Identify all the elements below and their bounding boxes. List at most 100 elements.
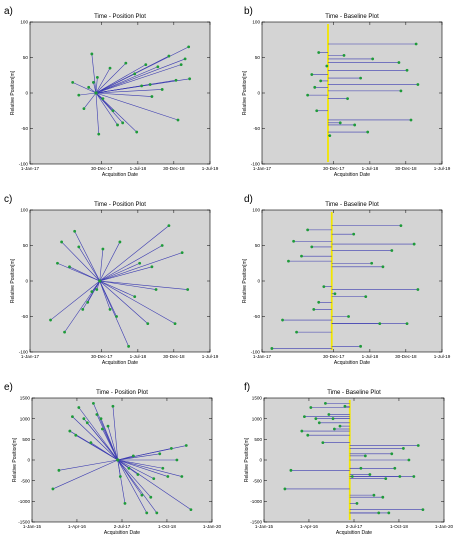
plot-area: [261, 209, 443, 353]
data-point: [136, 473, 140, 476]
data-point: [144, 63, 148, 66]
data-point: [186, 288, 190, 291]
data-point: [82, 107, 86, 111]
data-point: [90, 290, 94, 294]
data-point: [381, 265, 385, 269]
data-point: [152, 477, 156, 480]
data-point: [99, 417, 103, 421]
data-point: [309, 406, 313, 409]
x-tick-label: 1-Apr-16: [300, 524, 318, 529]
data-point: [319, 79, 323, 83]
master-point: [116, 458, 120, 462]
x-tick-label: 1-Jul-18: [362, 166, 379, 171]
data-point: [281, 318, 284, 322]
panel-1: a) Time - Position Plot -100 -50 0 50 100 1-Jan…: [4, 6, 219, 178]
data-point: [183, 57, 187, 61]
baseline-link: [58, 459, 118, 471]
y-tick-label: -100: [19, 350, 29, 355]
data-point: [108, 66, 112, 70]
data-point: [381, 495, 385, 499]
y-tick-label: -50: [253, 314, 260, 319]
baseline-link: [107, 426, 119, 461]
data-point: [338, 121, 342, 125]
y-axis-label: Relative Position[m]: [242, 70, 248, 115]
baseline-link: [61, 241, 100, 282]
data-point: [378, 322, 382, 325]
data-point: [306, 228, 310, 232]
x-tick-label: 1-Jan-15: [255, 524, 274, 529]
panel-letter: f): [244, 382, 250, 393]
y-tick-label: 100: [20, 20, 28, 25]
data-point: [322, 285, 326, 289]
data-point: [363, 454, 367, 458]
y-axis-label: Relative Position[m]: [10, 258, 16, 303]
data-point: [140, 493, 144, 497]
data-point: [416, 444, 420, 447]
baseline-link: [99, 280, 148, 324]
y-tick-label: 500: [254, 437, 262, 442]
x-tick-label: 1-Jan-17: [253, 354, 272, 359]
y-tick-label: 0: [27, 458, 30, 463]
data-point: [399, 89, 403, 93]
data-point: [77, 406, 81, 409]
data-point: [387, 511, 391, 515]
data-point: [409, 118, 413, 122]
data-point: [121, 121, 125, 125]
x-axis-label: Acquisition Date: [336, 530, 372, 536]
y-tick-label: 100: [252, 20, 260, 25]
panel-title: Time - Baseline Plot: [325, 14, 379, 20]
baseline-link: [99, 280, 111, 310]
baseline-link: [95, 77, 98, 94]
x-tick-label: 1-Oct-18: [158, 524, 176, 529]
data-point: [101, 247, 105, 251]
baseline-link: [95, 68, 111, 94]
y-tick-label: 1500: [20, 396, 31, 401]
data-point: [68, 265, 71, 269]
data-point: [89, 441, 93, 445]
baseline-link: [99, 280, 176, 324]
data-point: [138, 261, 142, 265]
y-tick-label: 500: [22, 437, 30, 442]
data-point: [158, 452, 162, 456]
x-tick-label: 1-Jan-17: [21, 354, 40, 359]
baseline-link: [99, 245, 163, 282]
panel-title: Time - Baseline Plot: [325, 202, 379, 208]
y-tick-label: -500: [21, 478, 31, 483]
panel-letter: c): [4, 194, 12, 205]
y-tick-label: -1000: [250, 499, 262, 504]
data-point: [106, 424, 110, 428]
data-point: [101, 97, 105, 101]
baseline-link: [95, 92, 118, 126]
x-tick-label: 1-Oct-18: [390, 524, 408, 529]
x-tick-label: 1-Jan-20: [203, 524, 222, 529]
baseline-link: [91, 53, 97, 94]
baseline-link: [95, 64, 146, 94]
y-tick-label: 100: [20, 208, 28, 213]
x-tick-label: 2-Jul-17: [114, 524, 131, 529]
baseline-link: [57, 262, 100, 282]
data-point: [346, 97, 349, 101]
data-point: [368, 473, 372, 476]
data-point: [390, 452, 394, 456]
baseline-link: [78, 407, 119, 461]
baseline-link: [72, 416, 118, 461]
baseline-link: [117, 445, 187, 461]
data-point: [133, 295, 137, 299]
panel-6: f) Time - Baseline Plot -1500 -1000 -500 0 500…: [244, 382, 454, 536]
data-point: [123, 502, 127, 505]
y-tick-label: -100: [251, 350, 261, 355]
baseline-link: [117, 453, 160, 461]
baseline-link: [78, 92, 97, 96]
data-point: [315, 109, 319, 113]
y-tick-label: 1000: [20, 416, 31, 421]
x-tick-label: 1-Jul-19: [434, 166, 451, 171]
y-axis-label: Relative Position[m]: [242, 258, 248, 303]
data-point: [355, 502, 359, 505]
x-axis-label: Acquisition Date: [102, 172, 138, 178]
baseline-link: [95, 46, 189, 94]
data-point: [118, 475, 122, 478]
data-point: [333, 292, 337, 296]
data-point: [287, 259, 290, 263]
data-point: [145, 511, 149, 515]
y-tick-label: 50: [23, 55, 29, 60]
